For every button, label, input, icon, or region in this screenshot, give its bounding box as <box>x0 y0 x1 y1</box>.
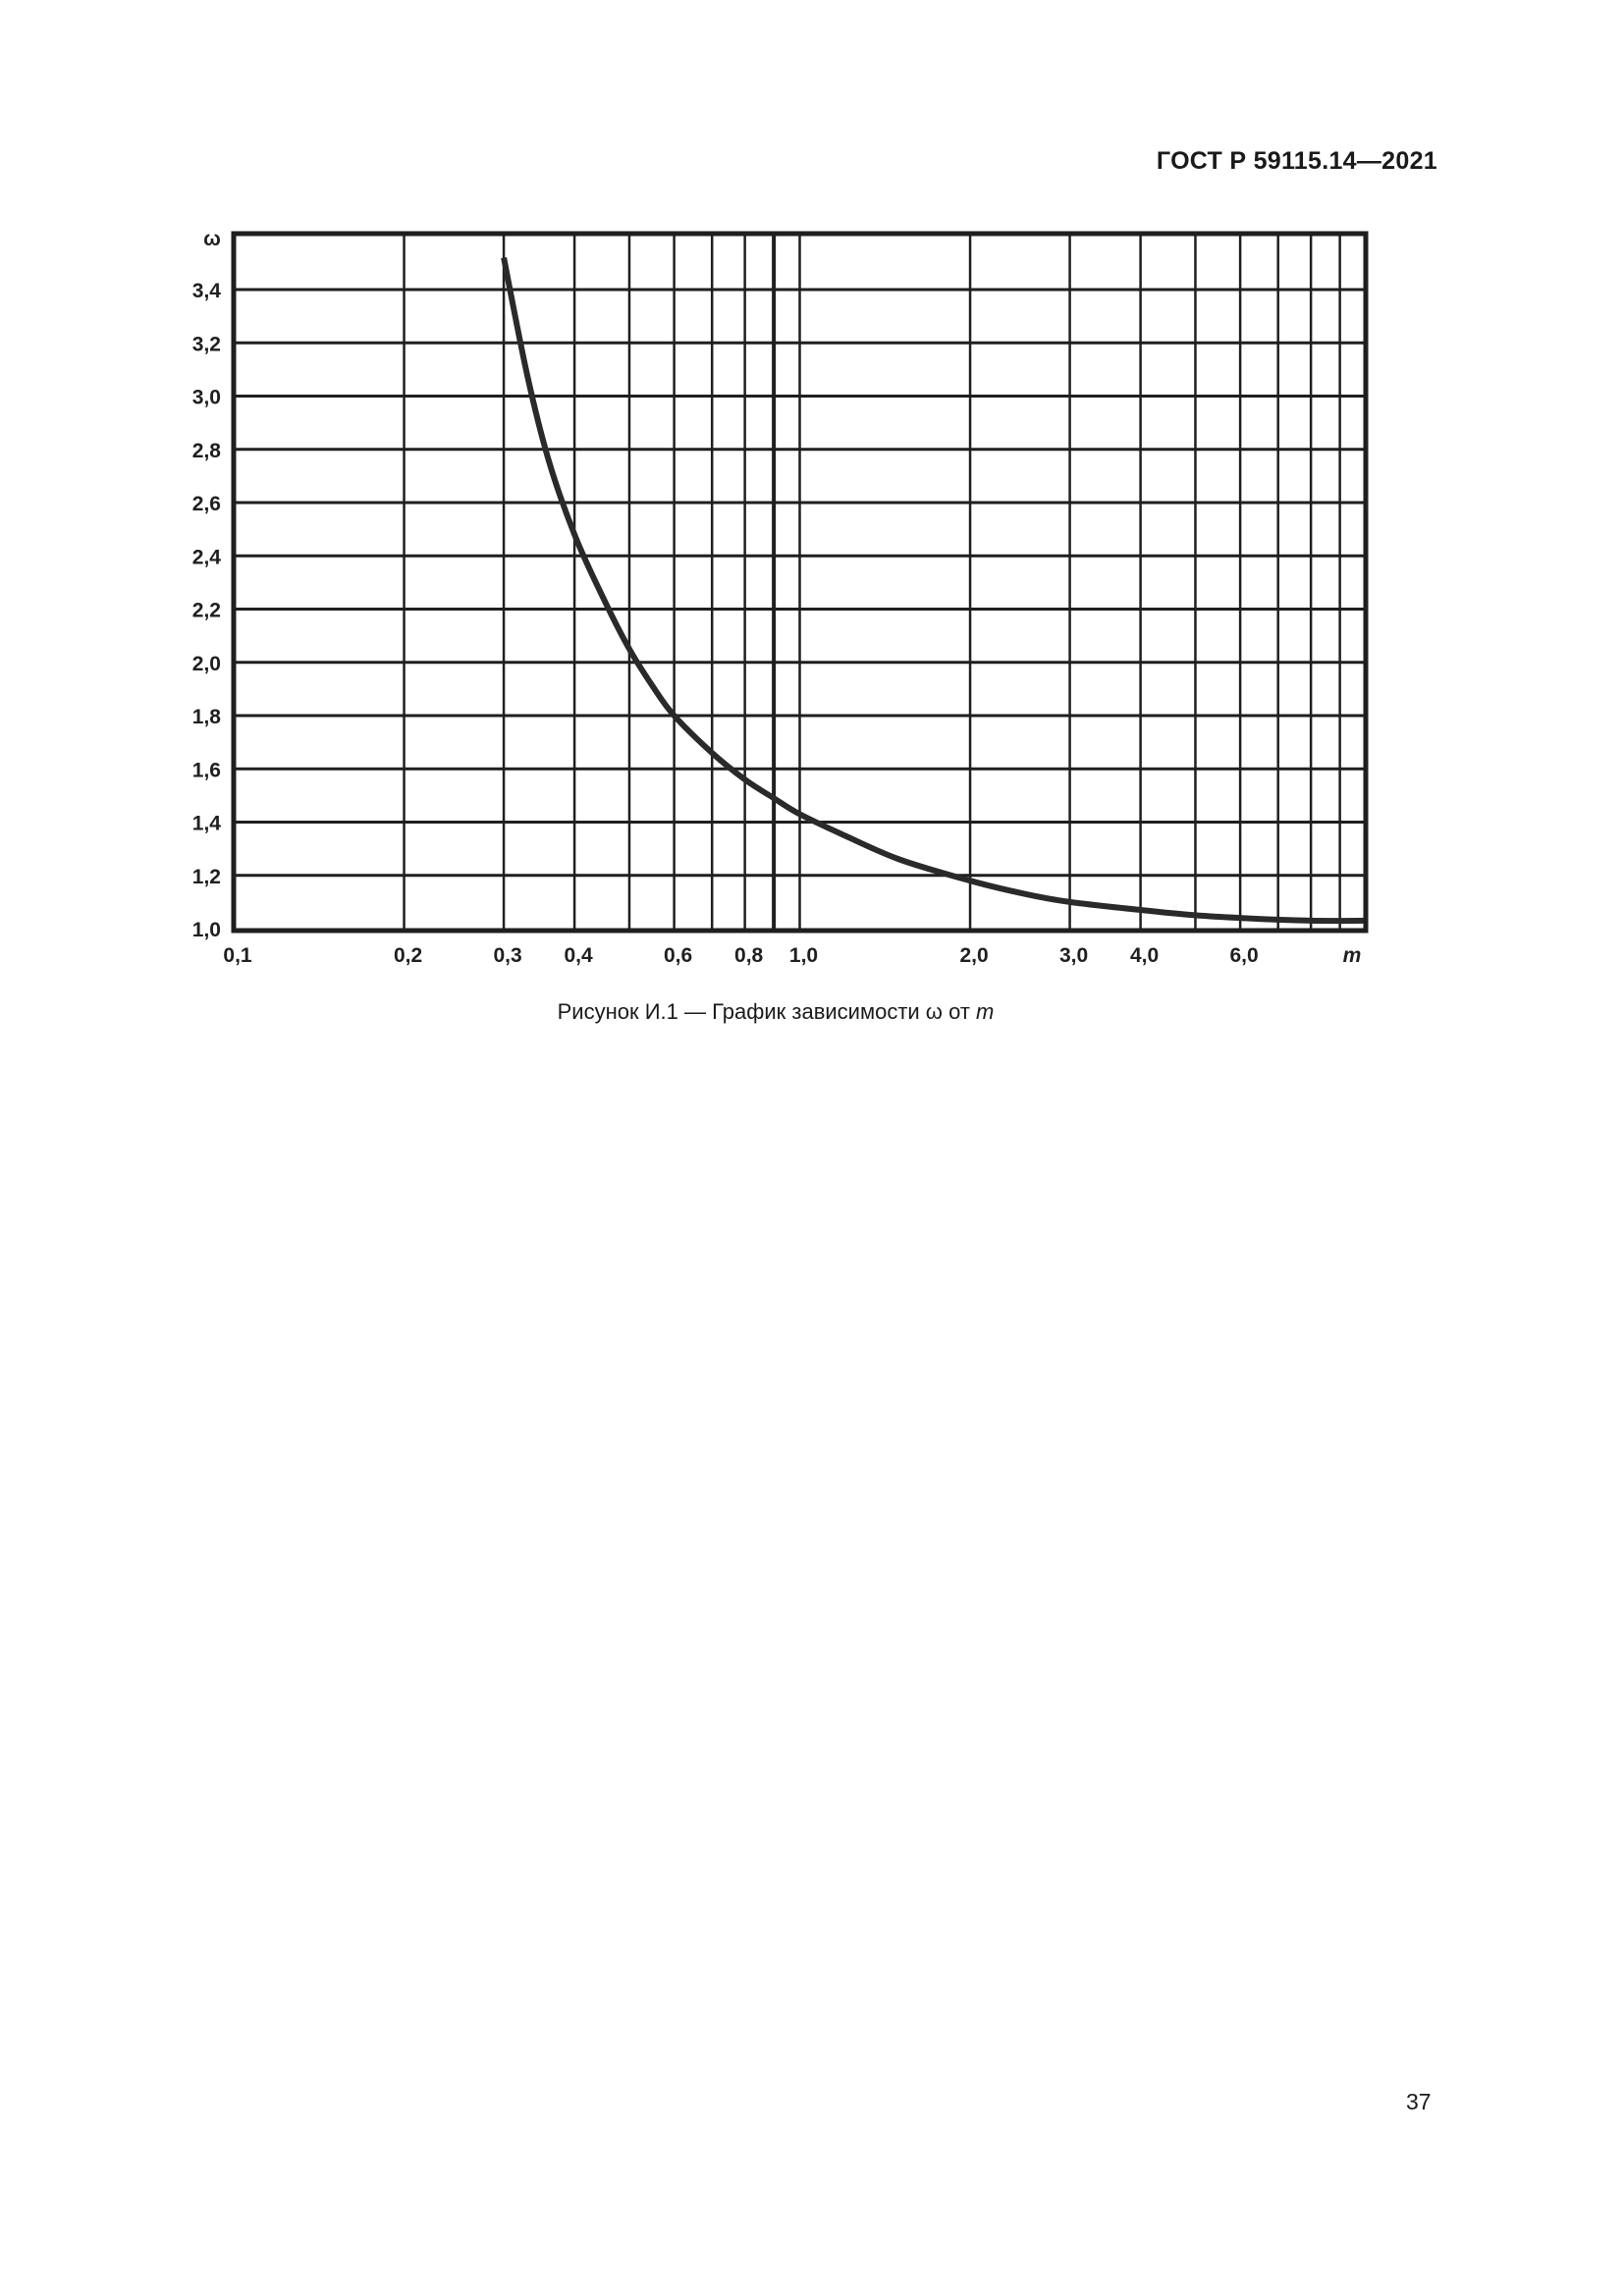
x-tick-label: 0,6 <box>664 944 692 967</box>
x-tick-label: 2,0 <box>959 944 988 967</box>
chart-grid <box>234 234 1366 931</box>
omega-vs-m-chart: 0,1 0,2 0,3 0,4 0,6 0,8 1,0 2,0 3,0 4,0 6,0 1,0 1,2… <box>192 228 1369 967</box>
y-tick-label: 2,0 <box>192 653 221 675</box>
y-tick-label: 2,4 <box>192 546 222 568</box>
document-code-header: ГОСТ Р 59115.14—2021 <box>1156 147 1437 175</box>
y-axis-tick-labels: 1,0 1,2 1,4 1,6 1,8 2,0 2,2 2,4 2,6 2,8 3,0 3,2 3,4 <box>192 280 222 941</box>
x-tick-label: 0,1 <box>223 944 252 967</box>
omega-curve <box>501 256 1367 925</box>
y-tick-label: 2,6 <box>192 493 221 515</box>
y-tick-label: 3,4 <box>192 280 222 302</box>
x-axis-label-m: m <box>1343 944 1362 967</box>
caption-text: Рисунок И.1 — График зависимости ω от <box>557 999 977 1024</box>
y-tick-label: 1,6 <box>192 759 221 781</box>
x-axis-tick-labels: 0,1 0,2 0,3 0,4 0,6 0,8 1,0 2,0 3,0 4,0 6,0 <box>223 944 1258 967</box>
x-tick-label: 0,4 <box>564 944 593 967</box>
x-tick-label: 4,0 <box>1130 944 1159 967</box>
y-tick-label: 1,2 <box>192 866 221 888</box>
y-tick-label: 1,4 <box>192 813 222 835</box>
y-axis-label-omega: ω <box>203 228 221 250</box>
x-tick-label: 0,3 <box>493 944 521 967</box>
x-tick-label: 0,8 <box>734 944 764 967</box>
figure-caption: Рисунок И.1 — График зависимости ω от m <box>0 999 1551 1025</box>
x-tick-label: 1,0 <box>789 944 818 967</box>
x-tick-label: 0,2 <box>394 944 422 967</box>
omega-curve-line <box>501 256 1367 925</box>
y-tick-label: 3,0 <box>192 387 221 409</box>
page-number: 37 <box>1406 2089 1432 2114</box>
y-tick-label: 1,0 <box>192 919 221 941</box>
y-tick-label: 3,2 <box>192 333 221 355</box>
y-tick-label: 1,8 <box>192 706 222 728</box>
y-tick-label: 2,2 <box>192 600 221 622</box>
y-tick-label: 2,8 <box>192 440 222 462</box>
x-tick-label: 3,0 <box>1059 944 1088 967</box>
x-tick-label: 6,0 <box>1230 944 1259 967</box>
caption-variable: m <box>976 999 995 1024</box>
plot-frame <box>231 231 1369 934</box>
